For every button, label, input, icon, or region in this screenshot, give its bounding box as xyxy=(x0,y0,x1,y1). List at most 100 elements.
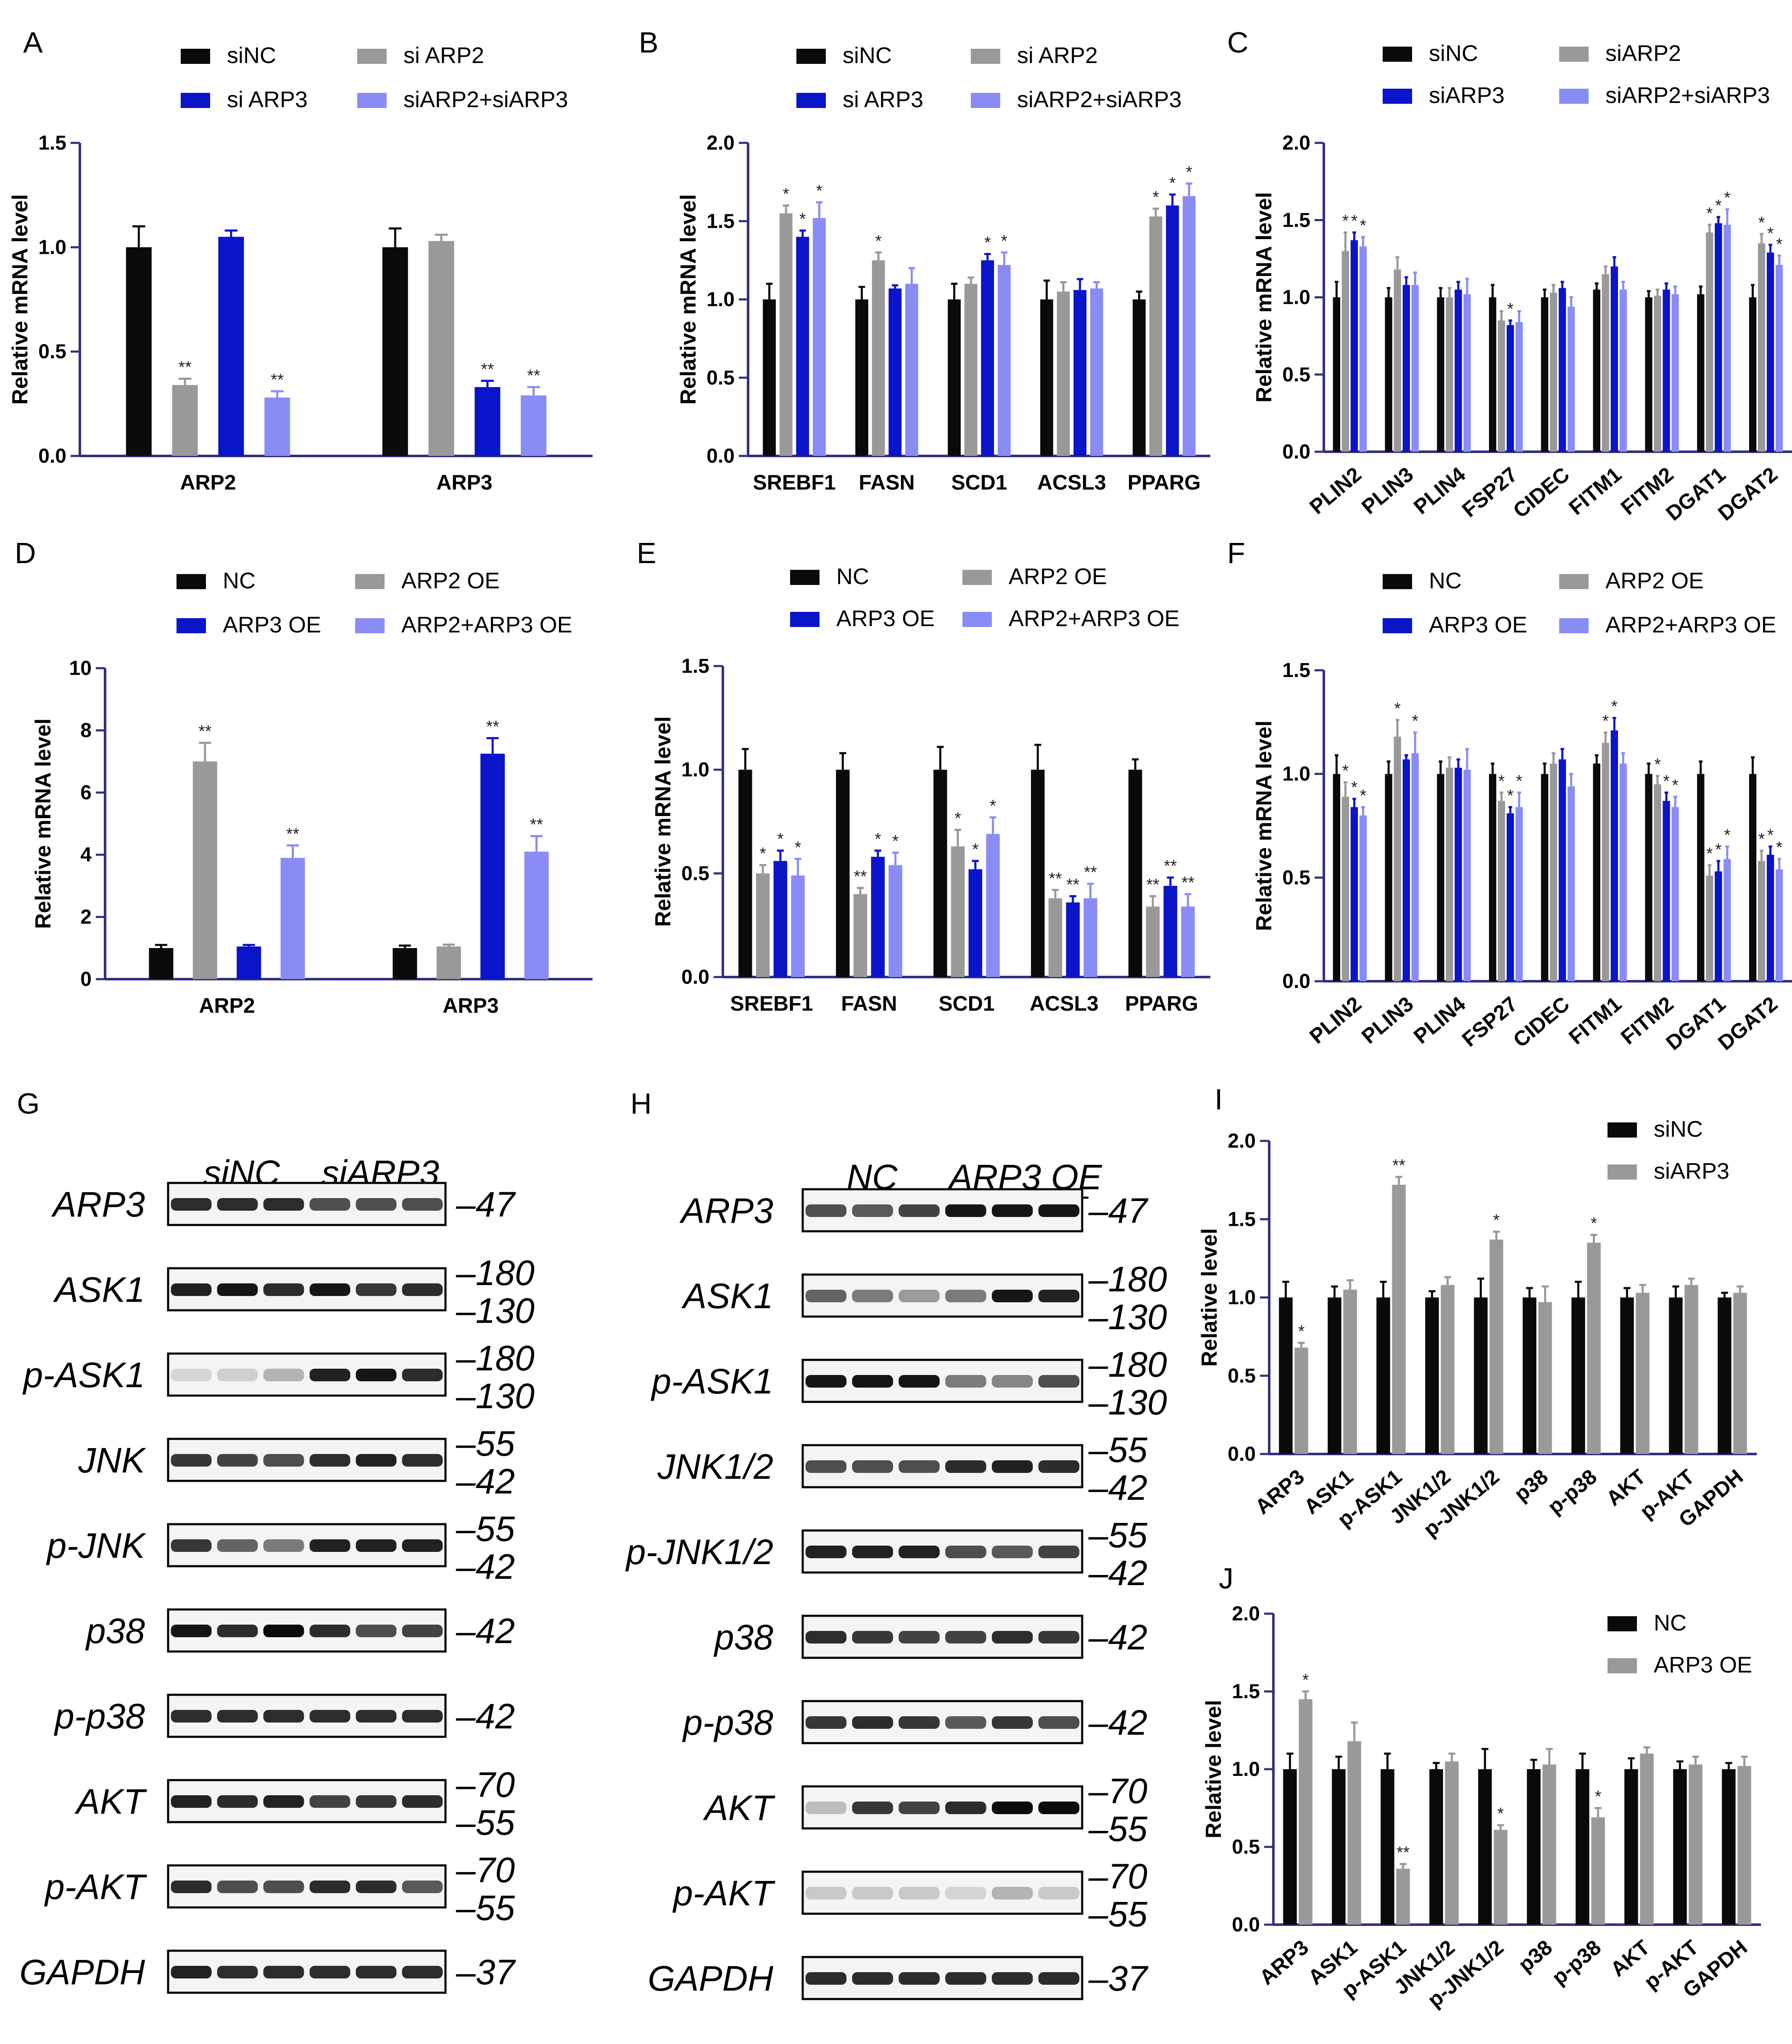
blot-frame xyxy=(801,1956,1083,2000)
y-axis-title: Relative mRNA level xyxy=(1252,192,1276,403)
legend-swatch xyxy=(1608,1122,1637,1138)
blot-band xyxy=(171,1625,212,1637)
bar xyxy=(968,869,983,977)
bar xyxy=(1166,205,1179,456)
bar xyxy=(1332,1769,1346,1925)
blot-band xyxy=(852,1546,893,1558)
blot-band xyxy=(1038,1460,1080,1473)
y-tick-label: 1.0 xyxy=(1228,1287,1256,1309)
bar xyxy=(1489,1239,1503,1454)
legend-label: ARP2+ARP3 OE xyxy=(401,612,572,637)
bar xyxy=(1279,1297,1293,1454)
bar xyxy=(1624,1769,1638,1925)
y-tick-label: 1.0 xyxy=(1232,1758,1260,1781)
significance-mark: * xyxy=(777,830,784,848)
legend-swatch xyxy=(1383,47,1412,62)
blot-band xyxy=(402,1966,443,1978)
significance-mark: * xyxy=(1516,772,1523,790)
bar xyxy=(981,260,994,456)
blot-band xyxy=(309,1369,350,1381)
chart-panel-D: D 0 2 4 6 8 10 Relative mRNA level ** ** ARP2 ** ** A… xyxy=(15,537,593,1017)
blot-band xyxy=(1038,1375,1080,1388)
blot-band xyxy=(1038,1290,1080,1302)
legend-swatch xyxy=(796,93,826,108)
significance-mark: * xyxy=(990,797,996,815)
chart-panel-A: A 0.0 0.5 1.0 1.5 Relative mRNA level ** ** ARP2… xyxy=(8,26,593,494)
mw-marker: –37 xyxy=(1088,1959,1149,1998)
blot-frame xyxy=(167,1949,447,1994)
blot-band xyxy=(217,1198,258,1211)
y-axis-title: Relative mRNA level xyxy=(8,194,32,405)
legend-label: si ARP3 xyxy=(843,87,923,112)
significance-mark: ** xyxy=(854,867,867,886)
bar xyxy=(1446,297,1453,452)
blot-frame xyxy=(167,1608,447,1653)
significance-mark: * xyxy=(1351,778,1358,797)
significance-mark: * xyxy=(1715,840,1722,859)
legend-swatch xyxy=(790,570,820,585)
bar xyxy=(1163,885,1178,977)
bar xyxy=(1146,906,1160,977)
legend-label: siNC xyxy=(843,43,892,68)
bar xyxy=(1411,753,1419,981)
bar xyxy=(756,873,770,977)
significance-mark: * xyxy=(1394,699,1401,718)
bar xyxy=(524,851,549,979)
bar xyxy=(1507,813,1514,981)
bar xyxy=(796,237,809,456)
y-tick-label: 8 xyxy=(80,719,92,742)
bar xyxy=(1723,224,1731,452)
mw-marker: –55 xyxy=(456,1424,515,1463)
legend-swatch xyxy=(1559,47,1589,62)
y-axis-title: Relative mRNA level xyxy=(676,194,701,405)
x-tick-label: PLIN4 xyxy=(1409,992,1470,1048)
mw-marker: –42 xyxy=(456,1696,515,1736)
significance-mark: * xyxy=(984,233,991,252)
blot-band xyxy=(945,1204,986,1217)
blot-band xyxy=(805,1290,847,1302)
blot-row-label: JNK1/2 xyxy=(657,1447,773,1486)
blot-frame xyxy=(167,1864,447,1909)
y-axis-title: Relative mRNA level xyxy=(31,719,55,929)
legend-label: ARP3 OE xyxy=(1429,612,1527,637)
blot-band xyxy=(991,1290,1033,1302)
y-tick-label: 1.5 xyxy=(706,210,735,232)
bar xyxy=(1538,1302,1552,1454)
bar xyxy=(1294,1347,1308,1454)
legend-swatch xyxy=(1608,1616,1637,1631)
y-tick-label: 1.5 xyxy=(1232,1681,1260,1703)
significance-mark: ** xyxy=(486,718,499,736)
x-tick-label: PLIN3 xyxy=(1357,463,1418,519)
mw-marker: –130 xyxy=(456,1376,535,1416)
y-tick-label: 0.0 xyxy=(1282,441,1310,463)
mw-marker: –130 xyxy=(1088,1297,1167,1337)
panel-label: H xyxy=(630,1087,652,1120)
bar xyxy=(872,260,885,456)
mw-marker: –130 xyxy=(1088,1383,1167,1422)
chart-panel-B: B 0.0 0.5 1.0 1.5 2.0 Relative mRNA level * * * SR… xyxy=(639,26,1210,494)
bar xyxy=(1455,290,1462,452)
bar xyxy=(888,865,902,977)
blot-band xyxy=(805,1375,847,1388)
blot-band xyxy=(1038,1204,1080,1217)
bar xyxy=(1507,325,1514,452)
y-tick-label: 0.0 xyxy=(1232,1914,1260,1936)
bar xyxy=(1558,759,1566,981)
bar xyxy=(1541,774,1549,981)
significance-mark: * xyxy=(1767,826,1774,844)
blot-frame xyxy=(167,1182,447,1226)
bar xyxy=(1073,290,1087,456)
bar xyxy=(1066,902,1080,977)
mw-marker: –42 xyxy=(1088,1468,1147,1507)
bar xyxy=(1636,1293,1650,1454)
mw-marker: –180 xyxy=(1088,1259,1167,1299)
significance-mark: * xyxy=(1758,830,1765,848)
blot-row-label: p38 xyxy=(713,1617,773,1657)
significance-mark: * xyxy=(1602,712,1609,730)
bar xyxy=(126,247,152,456)
bar xyxy=(738,769,752,977)
y-tick-label: 0.0 xyxy=(38,445,66,467)
blot-band xyxy=(171,1369,212,1381)
x-tick-label: FITM1 xyxy=(1564,463,1626,520)
